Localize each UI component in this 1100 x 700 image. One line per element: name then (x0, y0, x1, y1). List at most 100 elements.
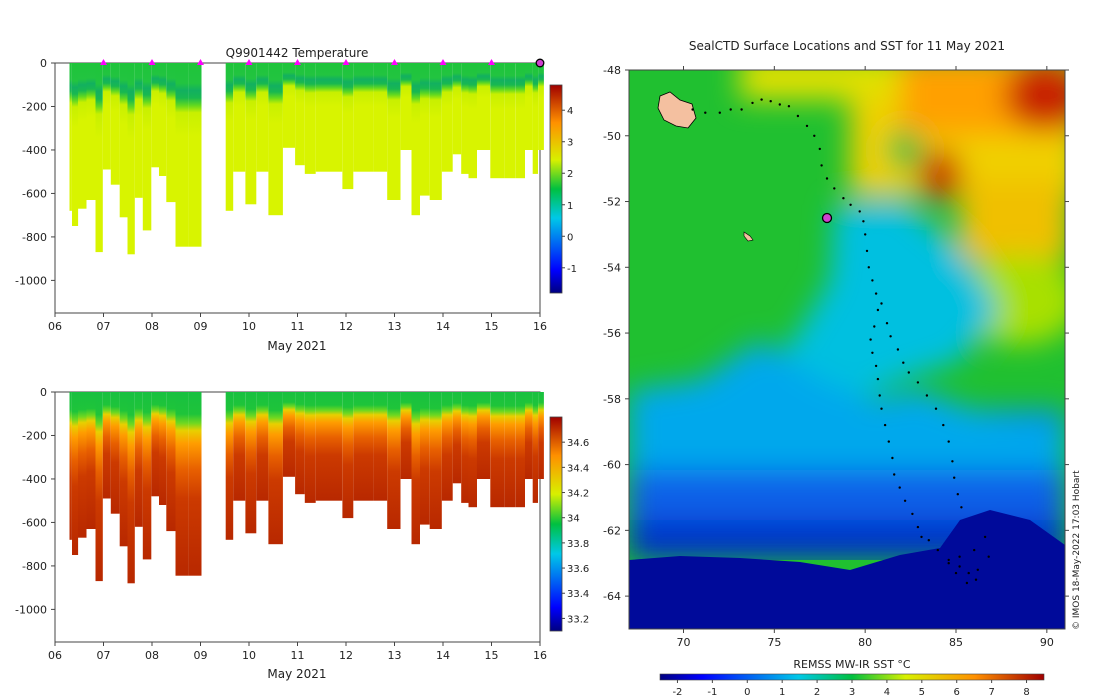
profile-column (538, 392, 544, 479)
salinity-y-axis: 0 -200 -400 -600 -800 -1000 (15, 386, 55, 616)
profile-column (504, 63, 516, 179)
sst-map-frame (628, 69, 1066, 630)
profile-column (387, 63, 401, 200)
profile-column (515, 63, 525, 179)
track-point (958, 555, 961, 558)
lon-tick-label: 70 (677, 636, 691, 649)
map-latitude-axis: -48 -50 -52 -54 -56 -58 -60 -62 -64 (603, 64, 1069, 603)
colorbar-tick-label: 3 (567, 138, 573, 149)
x-tick-label: 06 (48, 320, 62, 333)
profile-column (373, 392, 388, 501)
track-point (876, 377, 880, 381)
profile-column (119, 392, 128, 547)
surface-marker (391, 59, 398, 65)
track-point (920, 535, 923, 539)
track-point (842, 197, 845, 200)
profile-column (69, 63, 72, 211)
y-tick-label: -800 (22, 231, 47, 244)
profile-column (233, 63, 246, 172)
colorbar-tick-label: 33.6 (567, 564, 589, 575)
lat-tick-label: -62 (603, 524, 621, 537)
profile-column (490, 392, 505, 508)
track-point (954, 571, 958, 575)
track-point (974, 578, 978, 581)
track-point (936, 548, 939, 552)
profile-column (188, 63, 202, 247)
profile-column (102, 63, 111, 170)
surface-marker (488, 59, 495, 65)
x-tick-label: 07 (97, 320, 111, 333)
profile-column (429, 63, 442, 200)
y-tick-label: -800 (22, 560, 47, 573)
track-point (874, 364, 878, 368)
lat-tick-label: -54 (603, 261, 621, 274)
sst-colorbar-ticks: -2 -1 0 1 2 3 4 5 6 7 8 (672, 680, 1030, 698)
profile-column (373, 63, 388, 172)
sst-colorbar-tick-label: 7 (988, 687, 994, 698)
colorbar-tick-label: 2 (567, 169, 573, 180)
track-point (883, 423, 887, 427)
profile-column (159, 392, 167, 505)
lat-tick-label: -48 (603, 64, 621, 77)
profile-column (468, 392, 477, 508)
profile-column (525, 392, 533, 479)
track-point (916, 381, 920, 384)
track-point (818, 147, 821, 151)
profile-column (452, 392, 462, 484)
profile-column (452, 63, 462, 155)
track-point (976, 568, 979, 571)
track-point (907, 371, 910, 374)
y-tick-label: -1000 (15, 274, 47, 287)
track-point (960, 506, 963, 509)
profile-column (127, 392, 135, 584)
track-point (873, 325, 876, 328)
track-point (880, 407, 883, 410)
profile-column (400, 392, 412, 479)
x-tick-label: 12 (339, 320, 353, 333)
profile-column (110, 392, 120, 514)
surface-marker (148, 59, 156, 65)
profile-column (400, 63, 412, 150)
lon-tick-label: 90 (1040, 636, 1054, 649)
colorbar-tick-label: 4 (567, 106, 573, 117)
sst-colorbar-tick-label: 5 (919, 687, 925, 698)
profile-column (159, 63, 167, 176)
profile-column (166, 392, 176, 532)
profile-column (134, 392, 143, 527)
x-tick-label: 08 (145, 320, 159, 333)
track-point (916, 525, 920, 529)
profile-column (119, 63, 128, 218)
x-tick-label: 09 (194, 649, 208, 662)
y-tick-label: -600 (22, 516, 47, 529)
y-tick-label: -600 (22, 187, 47, 200)
profile-column (363, 63, 374, 172)
lat-tick-label: -64 (603, 590, 621, 603)
profile-column (304, 63, 316, 174)
current-position-marker (821, 212, 833, 224)
track-point (891, 456, 894, 460)
track-point (889, 335, 892, 338)
x-tick-label: 07 (97, 649, 111, 662)
profile-column (225, 392, 234, 540)
sst-colorbar-tick-label: -1 (707, 687, 717, 698)
profile-column (188, 392, 202, 576)
track-point (865, 249, 869, 253)
track-point (983, 535, 987, 539)
temperature-x-axis: 06 07 08 09 10 11 12 13 14 15 16 (48, 313, 547, 333)
sst-colorbar-tick-label: 4 (884, 687, 890, 698)
track-point (778, 103, 781, 106)
temperature-panel: Q9901442 Temperature 0 -200 -400 -600 -800 -1… (15, 46, 577, 353)
profile-column (268, 63, 283, 216)
track-point (942, 423, 945, 427)
profile-column (95, 63, 103, 253)
sst-colorbar-tick-label: 3 (849, 687, 855, 698)
y-tick-label: -200 (22, 100, 47, 113)
surface-marker (197, 59, 204, 65)
surface-marker (100, 59, 107, 65)
profile-column (329, 392, 343, 501)
track-point (729, 108, 732, 111)
profile-column (461, 392, 469, 503)
profile-column (72, 392, 79, 555)
sst-field (629, 70, 1065, 629)
